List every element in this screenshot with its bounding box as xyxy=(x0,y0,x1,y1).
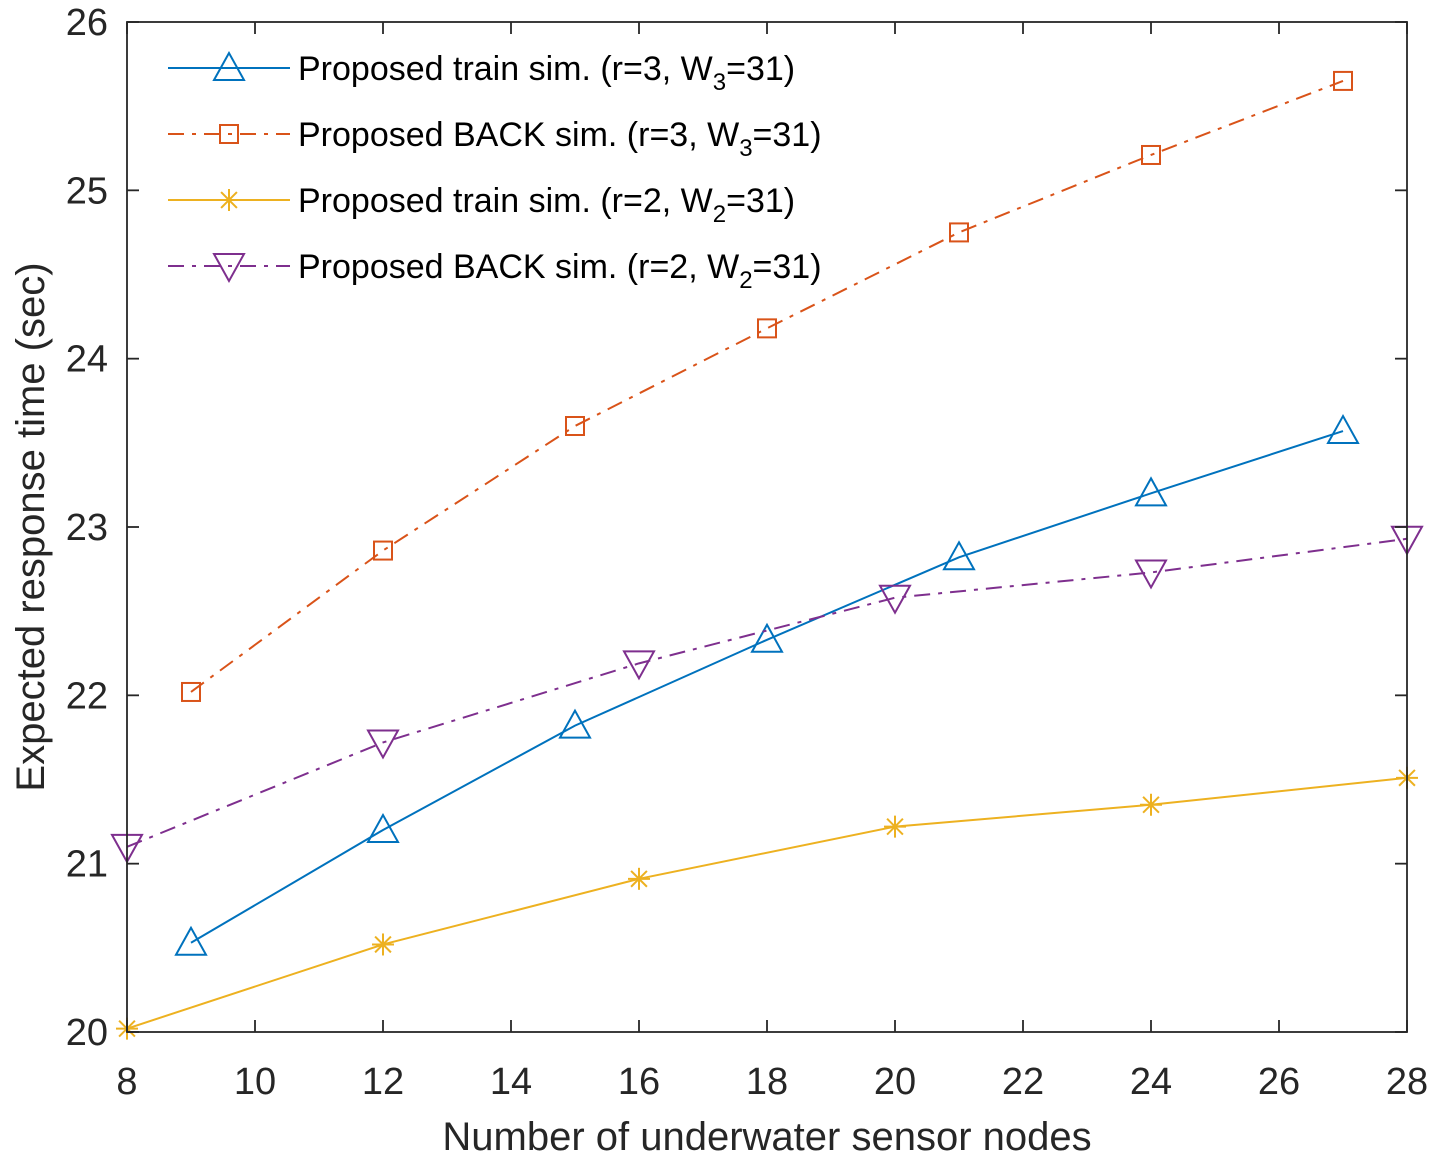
y-tick-label: 24 xyxy=(66,339,108,381)
x-tick-label: 14 xyxy=(490,1061,532,1103)
data-point xyxy=(1141,144,1161,165)
legend-entry-4: Proposed BACK sim. (r=2, W2=31) xyxy=(168,248,822,294)
data-point xyxy=(1333,70,1353,91)
legend-label: Proposed BACK sim. (r=2, W2=31) xyxy=(298,248,822,294)
legend: Proposed train sim. (r=3, W3=31) Proposed… xyxy=(168,50,822,294)
data-point xyxy=(212,253,246,284)
y-tick-label: 20 xyxy=(66,1012,108,1054)
x-tick-label: 16 xyxy=(618,1061,660,1103)
x-tick-label: 26 xyxy=(1258,1061,1300,1103)
data-point xyxy=(949,222,969,243)
x-tick-label: 28 xyxy=(1386,1061,1428,1103)
data-point xyxy=(878,584,912,615)
data-point xyxy=(219,124,239,144)
data-point xyxy=(750,622,784,653)
y-axis-label: Expected response time (sec) xyxy=(9,262,53,791)
legend-label: Proposed BACK sim. (r=3, W3=31) xyxy=(298,116,822,162)
y-tick-label: 23 xyxy=(66,507,108,549)
x-tick-label: 18 xyxy=(746,1061,788,1103)
series-line xyxy=(126,776,1408,1030)
data-point xyxy=(212,50,246,81)
x-tick-label: 10 xyxy=(234,1061,276,1103)
data-point xyxy=(628,867,650,890)
y-tick-label: 22 xyxy=(66,675,108,717)
x-tick-label: 24 xyxy=(1130,1061,1172,1103)
data-point xyxy=(366,812,400,843)
data-point xyxy=(218,189,240,211)
data-point xyxy=(942,540,976,571)
data-point xyxy=(1140,793,1162,816)
legend-entry-1: Proposed train sim. (r=3, W3=31) xyxy=(168,50,795,96)
data-point xyxy=(558,708,592,739)
x-tick-label: 8 xyxy=(116,1061,137,1103)
plot-area xyxy=(127,22,1407,1032)
data-point xyxy=(1326,413,1360,445)
series-2 xyxy=(181,70,1353,702)
legend-entry-3: Proposed train sim. (r=2, W2=31) xyxy=(168,182,795,228)
legend-label: Proposed train sim. (r=3, W3=31) xyxy=(298,50,795,96)
data-point xyxy=(565,416,585,436)
data-point xyxy=(372,933,394,956)
series-layer xyxy=(110,70,1424,1040)
y-tick-label: 26 xyxy=(66,2,108,44)
data-point xyxy=(174,925,208,956)
series-line xyxy=(126,537,1408,848)
y-tick-label: 25 xyxy=(66,170,108,212)
series-1 xyxy=(174,413,1360,956)
data-point xyxy=(373,540,393,561)
series-3 xyxy=(116,766,1418,1040)
data-point xyxy=(1134,476,1168,507)
x-tick-label: 22 xyxy=(1002,1061,1044,1103)
data-point xyxy=(366,729,400,760)
x-tick-label: 20 xyxy=(874,1061,916,1103)
legend-entry-2: Proposed BACK sim. (r=3, W3=31) xyxy=(168,116,822,162)
data-point xyxy=(622,650,656,681)
data-point xyxy=(757,318,777,339)
series-4 xyxy=(110,525,1424,864)
y-tick-label: 21 xyxy=(66,844,108,886)
data-point xyxy=(1134,559,1168,590)
series-line xyxy=(190,79,1344,693)
series-line xyxy=(190,430,1344,944)
x-axis-label: Number of underwater sensor nodes xyxy=(442,1115,1091,1159)
legend-label: Proposed train sim. (r=2, W2=31) xyxy=(298,182,795,228)
data-point xyxy=(884,815,906,838)
x-tick-label: 12 xyxy=(362,1061,404,1103)
data-point xyxy=(181,681,201,702)
ticks-layer: 8 10 12 14 16 18 20 22 24 26 28 20 21 22 23 24 25 26 xyxy=(66,2,1428,1103)
